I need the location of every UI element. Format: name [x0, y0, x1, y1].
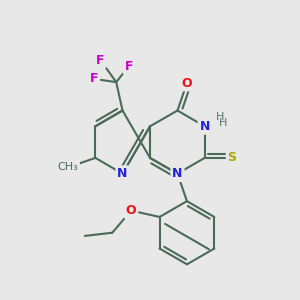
Text: N: N: [172, 167, 183, 180]
Text: H: H: [219, 118, 227, 128]
Text: O: O: [182, 76, 192, 90]
Text: F: F: [124, 60, 133, 73]
Text: O: O: [126, 204, 136, 217]
Text: F: F: [96, 53, 105, 67]
Text: H: H: [216, 112, 225, 122]
Text: CH₃: CH₃: [58, 162, 78, 172]
Text: N: N: [117, 167, 128, 180]
Text: N: N: [200, 120, 210, 133]
Text: S: S: [228, 152, 237, 164]
Text: F: F: [90, 72, 98, 86]
